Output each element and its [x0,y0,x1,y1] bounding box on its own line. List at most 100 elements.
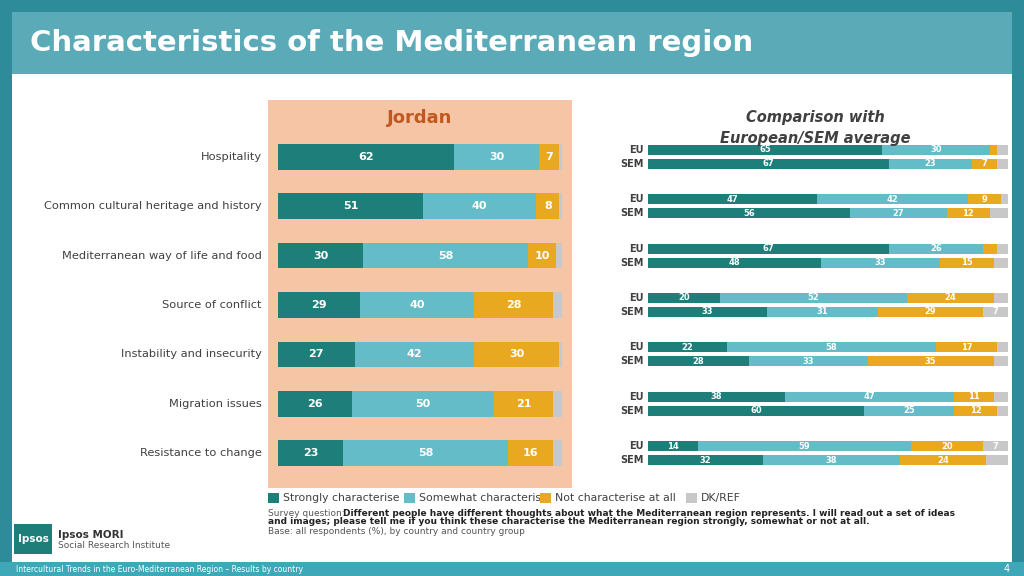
Bar [882,145,990,155]
Bar [907,293,993,303]
Text: 52: 52 [808,294,819,302]
Text: Comparison with
European/SEM average: Comparison with European/SEM average [720,110,910,146]
Text: Somewhat characterise: Somewhat characterise [419,493,548,503]
Text: 42: 42 [887,195,899,204]
Text: SEM: SEM [621,357,644,366]
Text: 4: 4 [1004,564,1010,574]
Bar [993,357,1008,366]
Text: 16: 16 [523,448,539,458]
Text: 22: 22 [682,343,693,352]
Text: 33: 33 [874,258,886,267]
Bar [554,292,562,318]
Text: Social Research Institute: Social Research Institute [58,541,170,550]
Bar [354,342,474,367]
Bar [648,293,720,303]
Text: Not characterise at all: Not characterise at all [555,493,676,503]
Text: 30: 30 [930,145,942,154]
Text: 25: 25 [903,406,914,415]
Text: Ipsos MORI: Ipsos MORI [58,529,124,540]
Text: 42: 42 [407,350,422,359]
Text: 38: 38 [711,392,722,401]
Bar [954,406,997,416]
Bar [749,357,867,366]
Text: 9: 9 [982,195,987,204]
Text: EU: EU [630,145,644,155]
Bar [686,493,697,503]
Bar [0,562,1024,576]
Bar [910,441,983,451]
Text: 65: 65 [759,145,771,154]
Bar [954,392,993,402]
Bar [474,292,554,318]
Text: 17: 17 [961,343,973,352]
Text: Different people have different thoughts about what the Mediterranean region rep: Different people have different thoughts… [343,510,955,518]
Text: Jordan: Jordan [387,109,453,127]
Bar [900,455,986,465]
Bar [648,392,784,402]
Text: EU: EU [630,342,644,353]
Text: 67: 67 [763,244,774,253]
Text: 50: 50 [415,399,430,409]
Text: 47: 47 [863,392,876,401]
Bar [554,391,562,416]
Text: 28: 28 [506,300,521,310]
Text: 58: 58 [825,343,838,352]
Bar [278,342,354,367]
Bar [767,307,879,317]
Text: 30: 30 [489,151,504,162]
Bar [993,257,1008,268]
Text: EU: EU [630,293,644,303]
Bar [763,455,900,465]
Bar [983,244,997,253]
Text: 32: 32 [699,456,712,465]
Bar [540,493,551,503]
Text: 38: 38 [825,456,838,465]
Text: 15: 15 [961,258,973,267]
Bar [12,12,1012,74]
Bar [990,145,997,155]
Bar [648,244,889,253]
Text: 58: 58 [418,448,433,458]
Text: 7: 7 [982,159,987,168]
Text: 31: 31 [817,308,828,316]
Bar [648,441,698,451]
Bar [940,257,993,268]
Bar [993,293,1008,303]
Bar [278,242,364,268]
Bar [648,307,767,317]
Bar [554,441,562,466]
Text: 20: 20 [678,294,690,302]
Text: SEM: SEM [621,208,644,218]
Bar [559,194,562,219]
Bar [278,144,454,169]
Bar [556,242,562,268]
Text: SEM: SEM [621,455,644,465]
Bar [879,307,983,317]
Text: Strongly characterise: Strongly characterise [283,493,399,503]
Text: 8: 8 [544,201,552,211]
Text: 35: 35 [925,357,936,366]
Text: 51: 51 [343,201,358,211]
Text: 40: 40 [472,201,487,211]
Text: EU: EU [630,244,644,253]
Bar [343,441,508,466]
Bar [648,406,864,416]
Bar [983,307,1008,317]
Text: 24: 24 [937,456,949,465]
Bar [360,292,474,318]
Text: Migration issues: Migration issues [169,399,262,409]
Text: 26: 26 [307,399,323,409]
Text: 48: 48 [729,258,740,267]
Bar [889,244,983,253]
Text: 33: 33 [701,308,713,316]
Text: Mediterranean way of life and food: Mediterranean way of life and food [62,251,262,260]
Bar [268,100,572,488]
Text: Instability and insecurity: Instability and insecurity [121,350,262,359]
Text: SEM: SEM [621,406,644,416]
Text: 40: 40 [410,300,425,310]
Text: 30: 30 [509,350,524,359]
Text: 10: 10 [535,251,550,260]
Bar [648,257,821,268]
Bar [997,159,1008,169]
Text: Survey question:: Survey question: [268,510,347,518]
